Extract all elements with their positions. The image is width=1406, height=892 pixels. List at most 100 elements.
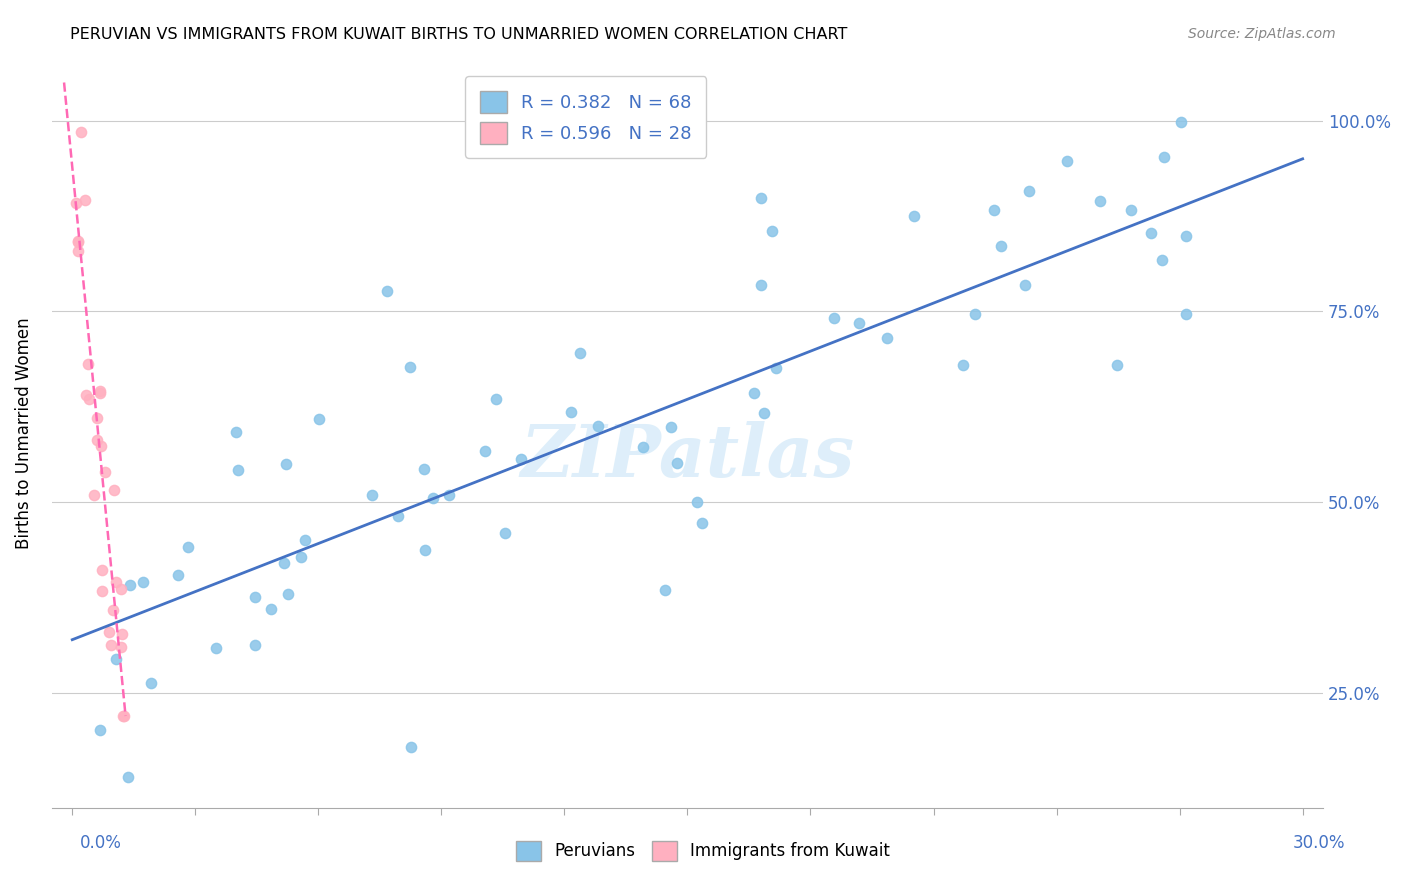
- Point: [225, 425, 247, 440]
- Legend: Peruvians, Immigrants from Kuwait: Peruvians, Immigrants from Kuwait: [509, 834, 897, 868]
- Point: [398, 359, 420, 374]
- Point: [1170, 115, 1192, 129]
- Point: [104, 651, 127, 665]
- Point: [260, 602, 283, 616]
- Point: [86, 410, 108, 425]
- Point: [1056, 154, 1078, 169]
- Point: [569, 345, 592, 359]
- Point: [437, 488, 460, 502]
- Point: [100, 639, 122, 653]
- Point: [375, 284, 398, 298]
- Point: [1014, 278, 1036, 293]
- Point: [66, 234, 89, 248]
- Point: [243, 638, 266, 652]
- Point: [1121, 202, 1143, 217]
- Point: [876, 331, 898, 345]
- Text: ZIPatlas: ZIPatlas: [520, 420, 855, 491]
- Point: [586, 419, 609, 434]
- Point: [983, 203, 1005, 218]
- Point: [90, 584, 112, 599]
- Text: Source: ZipAtlas.com: Source: ZipAtlas.com: [1188, 27, 1336, 41]
- Point: [83, 488, 105, 502]
- Point: [1174, 228, 1197, 243]
- Point: [290, 550, 312, 565]
- Point: [761, 224, 783, 238]
- Point: [823, 310, 845, 325]
- Point: [89, 385, 111, 400]
- Point: [90, 439, 112, 453]
- Point: [89, 723, 111, 738]
- Point: [77, 392, 100, 406]
- Point: [848, 316, 870, 330]
- Point: [114, 709, 136, 723]
- Point: [65, 196, 87, 211]
- Point: [690, 516, 713, 531]
- Point: [103, 483, 125, 497]
- Point: [413, 462, 436, 476]
- Point: [177, 541, 200, 555]
- Point: [111, 627, 134, 641]
- Point: [361, 488, 384, 502]
- Point: [413, 543, 436, 558]
- Point: [94, 465, 117, 479]
- Point: [132, 574, 155, 589]
- Point: [273, 557, 295, 571]
- Text: 0.0%: 0.0%: [80, 834, 122, 852]
- Point: [952, 358, 974, 372]
- Point: [89, 384, 111, 398]
- Point: [86, 433, 108, 447]
- Point: [742, 386, 765, 401]
- Point: [661, 420, 683, 434]
- Point: [903, 209, 925, 223]
- Point: [665, 456, 688, 470]
- Point: [1140, 226, 1163, 240]
- Point: [277, 587, 299, 601]
- Point: [75, 388, 97, 402]
- Point: [474, 444, 496, 458]
- Point: [631, 440, 654, 454]
- Point: [77, 357, 100, 371]
- Legend: R = 0.382   N = 68, R = 0.596   N = 28: R = 0.382 N = 68, R = 0.596 N = 28: [465, 76, 706, 158]
- Point: [510, 451, 533, 466]
- Point: [205, 640, 228, 655]
- Point: [91, 564, 114, 578]
- Point: [276, 457, 298, 471]
- Point: [101, 603, 124, 617]
- Point: [560, 405, 582, 419]
- Point: [66, 244, 89, 258]
- Point: [1018, 185, 1040, 199]
- Point: [422, 491, 444, 506]
- Point: [765, 360, 787, 375]
- Point: [654, 583, 676, 598]
- Point: [754, 406, 776, 420]
- Point: [1105, 359, 1128, 373]
- Point: [686, 495, 709, 509]
- Point: [749, 191, 772, 205]
- Point: [111, 709, 134, 723]
- Point: [1175, 307, 1198, 321]
- Point: [226, 463, 249, 477]
- Point: [110, 582, 132, 597]
- Point: [294, 533, 316, 548]
- Point: [963, 307, 986, 321]
- Point: [387, 508, 409, 523]
- Point: [117, 770, 139, 784]
- Point: [990, 239, 1012, 253]
- Point: [1152, 252, 1174, 267]
- Text: PERUVIAN VS IMMIGRANTS FROM KUWAIT BIRTHS TO UNMARRIED WOMEN CORRELATION CHART: PERUVIAN VS IMMIGRANTS FROM KUWAIT BIRTH…: [70, 27, 848, 42]
- Point: [399, 740, 422, 755]
- Point: [70, 124, 93, 138]
- Point: [1153, 150, 1175, 164]
- Point: [308, 412, 330, 426]
- Y-axis label: Births to Unmarried Women: Births to Unmarried Women: [15, 318, 32, 549]
- Point: [1090, 194, 1112, 208]
- Point: [110, 640, 132, 654]
- Point: [98, 625, 121, 640]
- Point: [139, 676, 162, 690]
- Point: [484, 392, 506, 406]
- Point: [75, 193, 97, 207]
- Point: [166, 568, 188, 582]
- Point: [243, 590, 266, 604]
- Point: [104, 575, 127, 590]
- Text: 30.0%: 30.0%: [1292, 834, 1346, 852]
